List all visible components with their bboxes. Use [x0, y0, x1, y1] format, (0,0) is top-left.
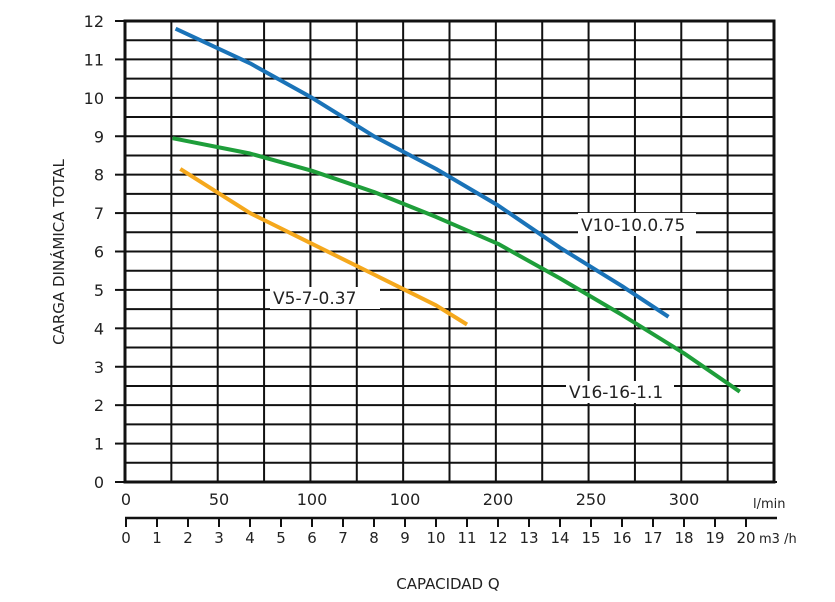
- x-tick-label-m3h: 17: [643, 529, 662, 547]
- x-tick-label-lmin: 100: [390, 490, 421, 509]
- x-tick-label-m3h: 12: [488, 529, 507, 547]
- x-tick-label-m3h: 19: [705, 529, 724, 547]
- x-tick-label-lmin: 50: [209, 490, 229, 509]
- y-tick-label: 0: [94, 473, 104, 492]
- y-tick-label: 4: [94, 319, 104, 338]
- x-tick-label-lmin: 300: [669, 490, 700, 509]
- y-tick-label: 10: [84, 89, 104, 108]
- y-tick-label: 8: [94, 166, 104, 185]
- x-tick-label-m3h: 13: [519, 529, 538, 547]
- series-label-2: V5-7-0.37: [273, 289, 356, 309]
- series-label-1: V16-16-1.1: [569, 383, 663, 403]
- x-tick-label-m3h: 1: [152, 529, 162, 547]
- y-tick-label: 2: [94, 396, 104, 415]
- x-tick-label-m3h: 6: [307, 529, 317, 547]
- series-layer: [172, 26, 741, 394]
- y-tick-label: 6: [94, 243, 104, 262]
- x-tick-label-m3h: 18: [674, 529, 693, 547]
- x-tick-label-m3h: 7: [338, 529, 348, 547]
- x-tick-label-m3h: 8: [369, 529, 379, 547]
- x-axis-title: CAPACIDAD Q: [396, 575, 499, 593]
- x-tick-label-m3h: 0: [121, 529, 131, 547]
- x-tick-label-m3h: 16: [612, 529, 631, 547]
- y-tick-label: 7: [94, 204, 104, 223]
- x-tick-label-m3h: 4: [245, 529, 255, 547]
- x-tick-label-m3h: 11: [457, 529, 476, 547]
- series-label-bg-1: [566, 381, 674, 403]
- x-axis-lmin: 0 50 100 100 200 250 300: [121, 481, 777, 509]
- x-tick-label-m3h: 15: [581, 529, 600, 547]
- x-tick-label-m3h: 5: [276, 529, 286, 547]
- grid: [125, 20, 775, 483]
- x-tick-label-m3h: 10: [426, 529, 445, 547]
- y-tick-label: 1: [94, 435, 104, 454]
- y-tick-label: 5: [94, 281, 104, 300]
- series-line-1: [172, 136, 741, 394]
- x-tick-label-m3h: 2: [183, 529, 193, 547]
- y-tick-label: 11: [84, 50, 104, 69]
- series-label-bg-0: [578, 213, 696, 236]
- x-tick-label-lmin: 100: [297, 490, 328, 509]
- series-label-0: V10-10.0.75: [581, 216, 685, 236]
- x-tick-label-lmin: 250: [576, 490, 607, 509]
- x-unit-m3h: m3 /h: [759, 532, 797, 547]
- series-labels: V10-10.0.75 V16-16-1.1 V5-7-0.37: [270, 213, 696, 403]
- series-label-bg-2: [270, 287, 380, 309]
- y-axis-title: CARGA DINÁMICA TOTAL: [49, 159, 68, 345]
- x-tick-label-lmin: 0: [121, 490, 131, 509]
- x-tick-label-lmin: 200: [483, 490, 514, 509]
- x-axis-m3h: 0 1 2 3 4 5 6 7 8 9 10 11 12 13 14 15 16 17 18 19 20: [121, 516, 777, 547]
- x-tick-label-m3h: 14: [550, 529, 569, 547]
- y-tick-label: 12: [84, 12, 104, 31]
- series-line-0: [174, 26, 670, 319]
- y-tick-label: 9: [94, 127, 104, 146]
- y-tick-label: 3: [94, 358, 104, 377]
- series-line-2: [179, 167, 469, 327]
- x-unit-lmin: l/min: [753, 497, 786, 512]
- x-tick-label-m3h: 9: [400, 529, 410, 547]
- x-tick-label-m3h: 20: [736, 529, 755, 547]
- x-tick-label-m3h: 3: [214, 529, 224, 547]
